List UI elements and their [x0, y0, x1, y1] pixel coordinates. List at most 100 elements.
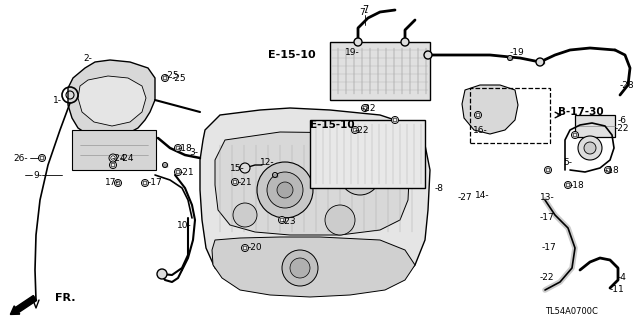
Text: 7: 7 [362, 5, 368, 15]
Circle shape [176, 170, 180, 174]
Circle shape [348, 163, 372, 187]
Circle shape [401, 38, 409, 46]
Polygon shape [462, 85, 518, 134]
Text: -4: -4 [618, 274, 627, 283]
Circle shape [241, 244, 248, 252]
Circle shape [273, 172, 278, 178]
Text: -24: -24 [120, 154, 134, 163]
Text: TL54A0700C: TL54A0700C [545, 308, 598, 316]
Text: -22: -22 [540, 274, 554, 283]
Circle shape [233, 180, 237, 184]
Polygon shape [68, 60, 155, 138]
Text: -19: -19 [510, 47, 525, 57]
Circle shape [605, 166, 611, 173]
Text: 3-: 3- [189, 148, 198, 156]
Text: -11: -11 [610, 285, 625, 294]
Text: 17-: 17- [105, 178, 120, 187]
Text: -21: -21 [180, 167, 195, 177]
Text: -17: -17 [542, 244, 557, 252]
Circle shape [111, 156, 115, 160]
Text: 12-: 12- [260, 157, 275, 166]
Circle shape [476, 113, 480, 117]
Text: B-17-30: B-17-30 [558, 107, 604, 117]
Text: -18: -18 [178, 143, 193, 153]
Bar [575, 115, 615, 137]
Text: -25: -25 [172, 74, 187, 83]
Text: 10-: 10- [177, 220, 192, 229]
Circle shape [233, 203, 257, 227]
Circle shape [546, 168, 550, 172]
Polygon shape [78, 76, 146, 126]
Circle shape [38, 155, 45, 162]
Text: 7-: 7- [359, 7, 368, 17]
Text: -23: -23 [282, 218, 296, 227]
Circle shape [363, 106, 367, 110]
Circle shape [175, 169, 182, 175]
Circle shape [340, 155, 380, 195]
Circle shape [393, 118, 397, 122]
Circle shape [545, 166, 552, 173]
Bar [72, 130, 156, 170]
Circle shape [277, 182, 293, 198]
Circle shape [566, 183, 570, 187]
Circle shape [115, 180, 122, 187]
Circle shape [290, 258, 310, 278]
Text: 16-: 16- [473, 125, 488, 134]
Circle shape [278, 217, 285, 223]
Text: -28: -28 [620, 81, 635, 90]
Bar [470, 88, 550, 143]
Text: 26-: 26- [13, 154, 28, 163]
Text: -22: -22 [362, 103, 376, 113]
Text: 14-: 14- [476, 190, 490, 199]
Text: -20: -20 [248, 244, 262, 252]
Circle shape [257, 162, 313, 218]
Text: -8: -8 [435, 183, 444, 193]
Circle shape [536, 58, 544, 66]
Circle shape [353, 128, 357, 132]
Text: 19-: 19- [345, 47, 360, 57]
Text: -22: -22 [615, 124, 630, 132]
Circle shape [161, 75, 168, 82]
Circle shape [176, 146, 180, 150]
Circle shape [109, 162, 116, 169]
Circle shape [141, 180, 148, 187]
Text: 15-: 15- [230, 164, 245, 172]
Circle shape [282, 250, 318, 286]
Circle shape [175, 145, 182, 151]
Circle shape [240, 163, 250, 173]
Text: 1-: 1- [53, 95, 62, 105]
Circle shape [606, 168, 610, 172]
Bar [330, 42, 430, 100]
Text: -24: -24 [112, 154, 127, 163]
Circle shape [267, 172, 303, 208]
Circle shape [351, 126, 358, 133]
Circle shape [540, 60, 545, 65]
Circle shape [243, 246, 247, 250]
Text: -25: -25 [165, 70, 180, 79]
Text: FR.: FR. [55, 293, 76, 303]
Text: -6: -6 [618, 116, 627, 124]
Circle shape [392, 116, 399, 124]
Text: -17: -17 [148, 178, 163, 187]
Circle shape [564, 181, 572, 188]
Text: -27: -27 [458, 194, 472, 203]
Text: 13-: 13- [540, 194, 555, 203]
Polygon shape [212, 237, 415, 297]
Circle shape [116, 181, 120, 185]
Polygon shape [215, 132, 410, 235]
Circle shape [239, 165, 244, 171]
Text: 9-: 9- [33, 171, 42, 180]
FancyArrow shape [10, 295, 36, 315]
Polygon shape [200, 108, 430, 293]
Circle shape [157, 269, 167, 279]
Text: 2-: 2- [83, 53, 92, 62]
Circle shape [40, 156, 44, 160]
Circle shape [573, 133, 577, 137]
Circle shape [584, 142, 596, 154]
Bar [310, 120, 425, 188]
Text: E-15-10: E-15-10 [268, 50, 316, 60]
Circle shape [424, 51, 432, 59]
Text: -17: -17 [540, 213, 555, 222]
Circle shape [572, 132, 579, 139]
Text: 5-: 5- [563, 157, 572, 166]
